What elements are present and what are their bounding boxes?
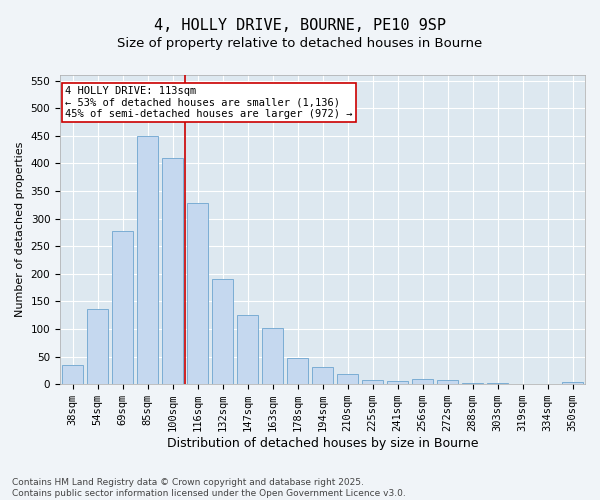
Bar [112,232,133,384]
Bar [562,382,583,384]
Bar [337,374,358,384]
Bar [137,136,158,384]
Y-axis label: Number of detached properties: Number of detached properties [15,142,25,318]
Bar [487,383,508,384]
Bar [412,380,433,384]
Text: Size of property relative to detached houses in Bourne: Size of property relative to detached ho… [118,38,482,51]
Bar [362,380,383,384]
Bar [187,203,208,384]
Bar [387,382,408,384]
Bar [462,382,483,384]
X-axis label: Distribution of detached houses by size in Bourne: Distribution of detached houses by size … [167,437,478,450]
Bar [287,358,308,384]
Bar [237,315,258,384]
Text: Contains HM Land Registry data © Crown copyright and database right 2025.
Contai: Contains HM Land Registry data © Crown c… [12,478,406,498]
Text: 4, HOLLY DRIVE, BOURNE, PE10 9SP: 4, HOLLY DRIVE, BOURNE, PE10 9SP [154,18,446,32]
Bar [162,158,183,384]
Bar [312,366,333,384]
Bar [62,365,83,384]
Bar [262,328,283,384]
Text: 4 HOLLY DRIVE: 113sqm
← 53% of detached houses are smaller (1,136)
45% of semi-d: 4 HOLLY DRIVE: 113sqm ← 53% of detached … [65,86,353,119]
Bar [437,380,458,384]
Bar [87,308,108,384]
Bar [212,280,233,384]
